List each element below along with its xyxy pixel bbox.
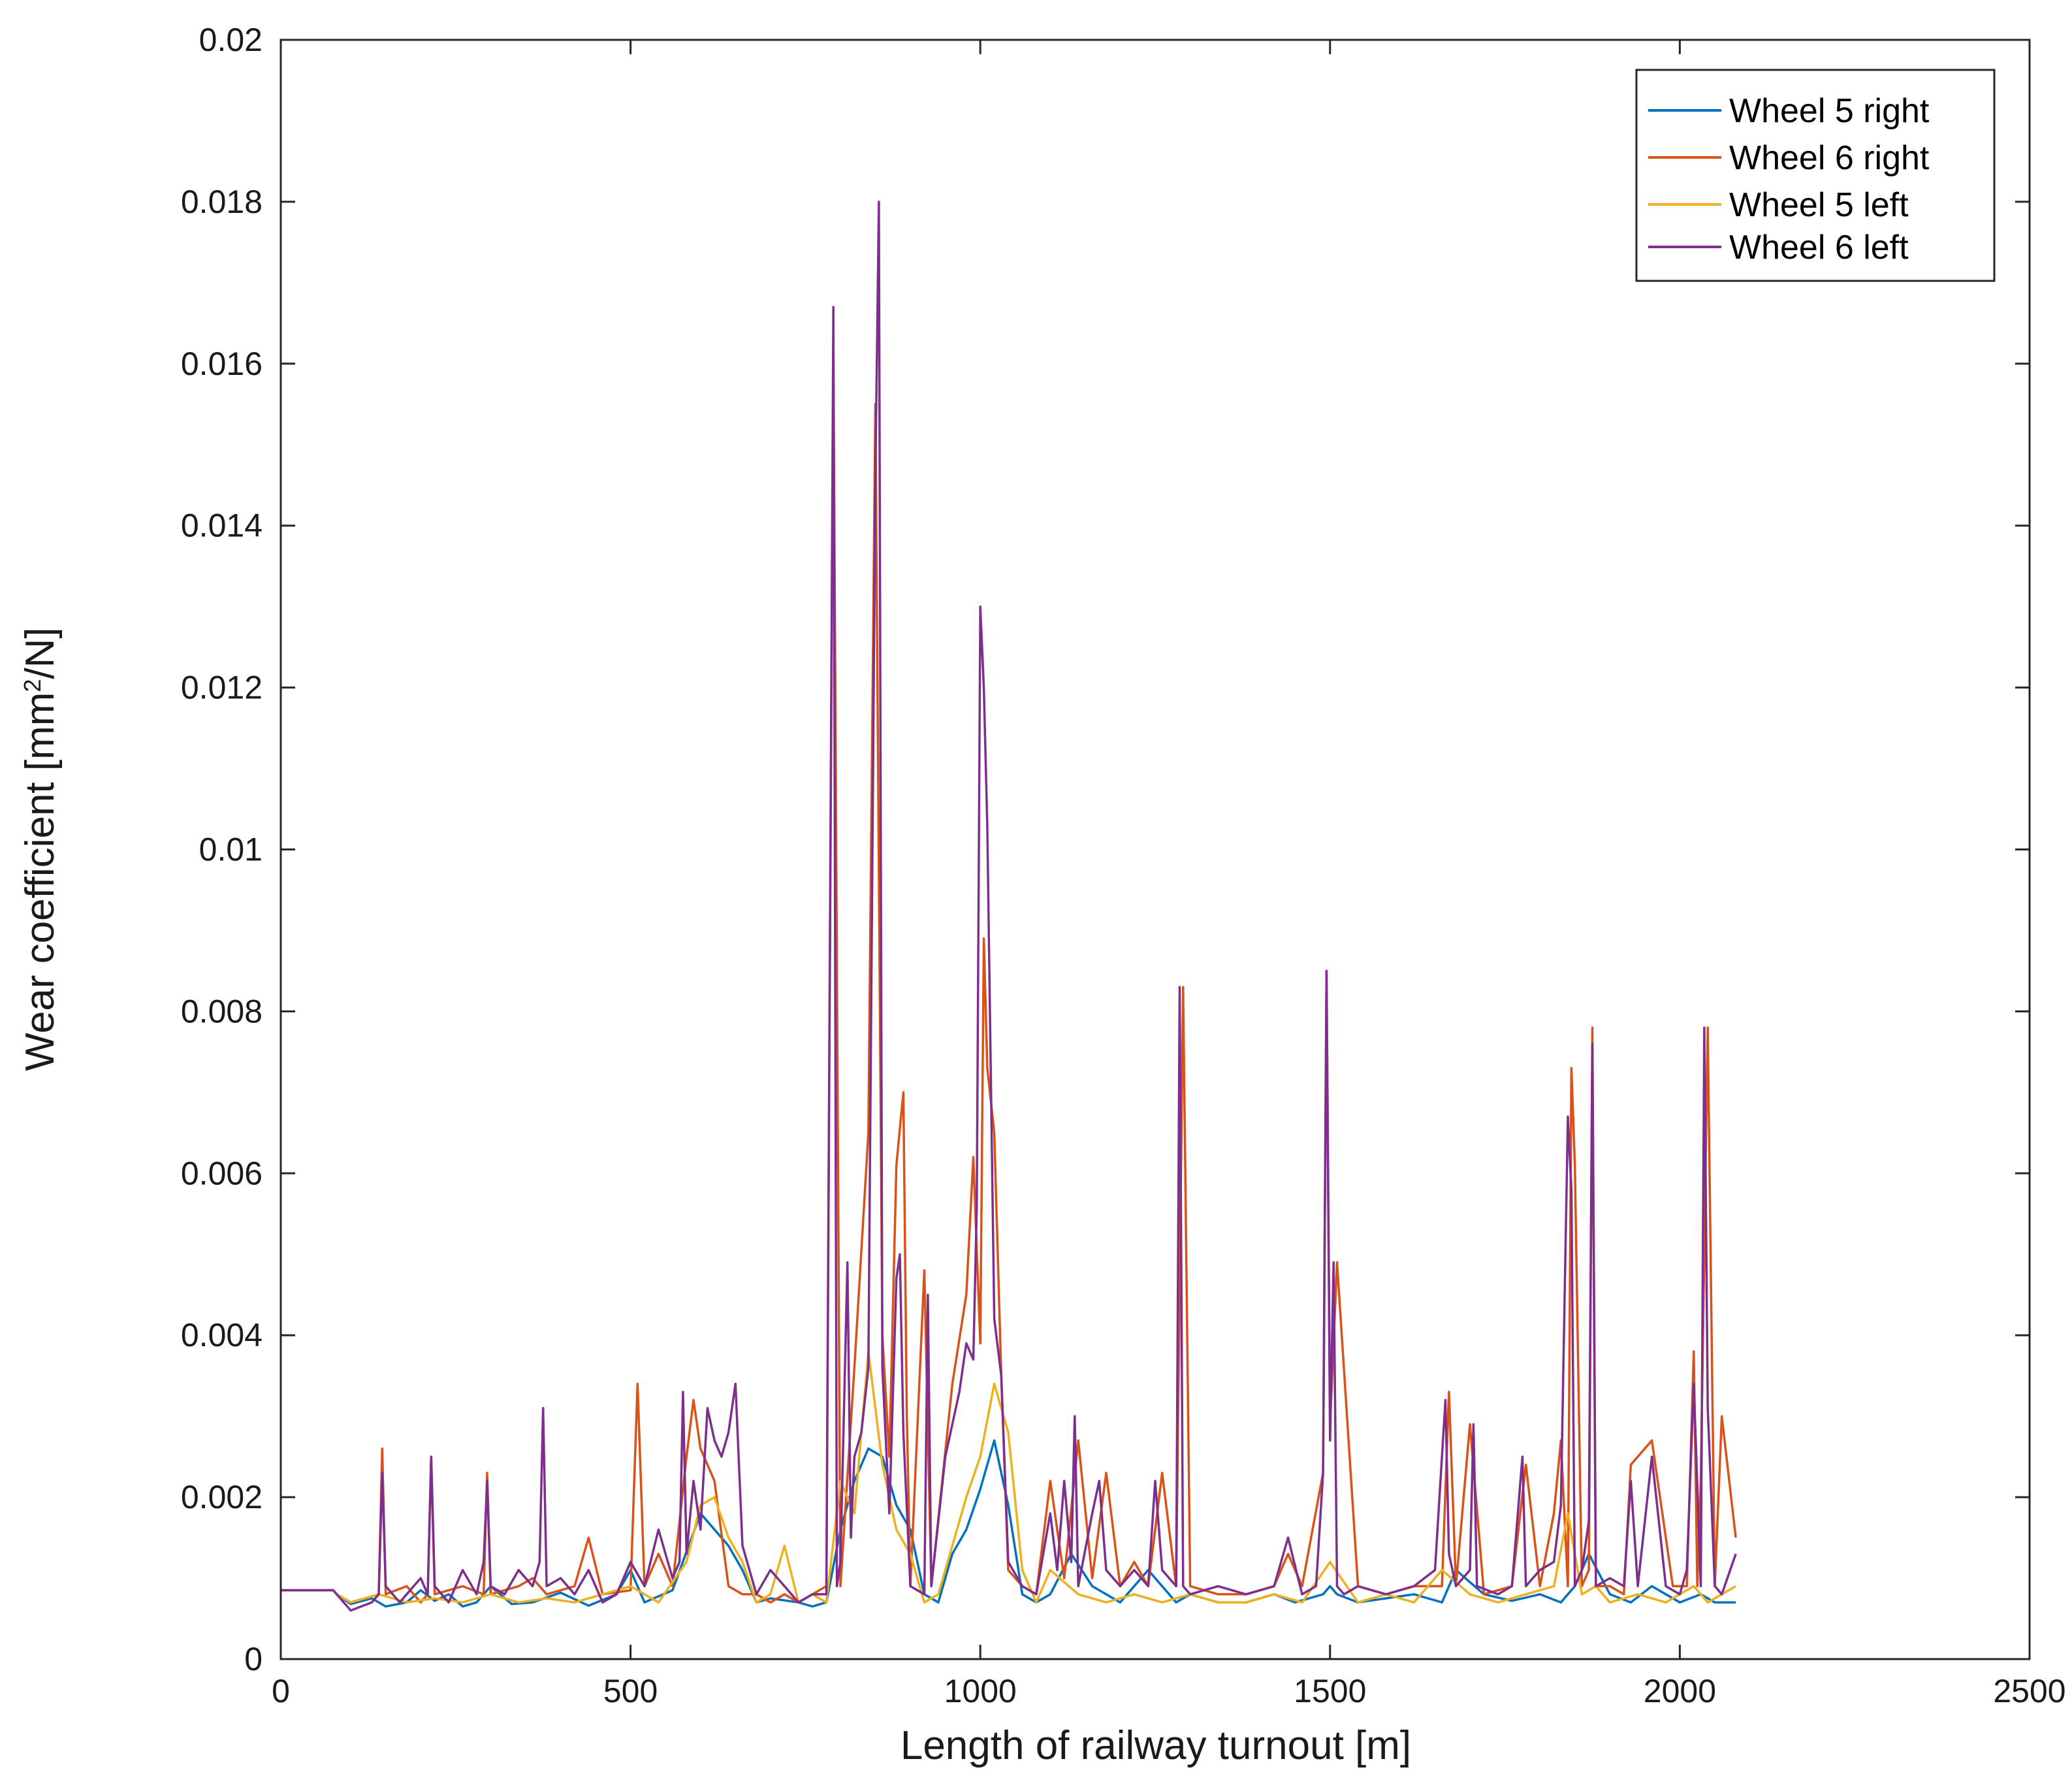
x-tick-label: 0 — [272, 1673, 290, 1709]
y-tick-label: 0.018 — [181, 184, 263, 220]
x-tick-label: 2000 — [1644, 1673, 1716, 1709]
series-line-wheel-5-left — [281, 1350, 1736, 1604]
plot-area — [281, 40, 2030, 1659]
x-tick-label: 2500 — [1993, 1673, 2065, 1709]
y-tick-label: 0.004 — [181, 1317, 263, 1353]
x-tick-label: 1500 — [1294, 1673, 1366, 1709]
series-line-wheel-6-right — [281, 346, 1737, 1604]
y-tick-label: 0 — [244, 1641, 263, 1677]
legend-label-wheel-6-right: Wheel 6 right — [1729, 139, 1930, 177]
y-axis-label-main: Wear coefficient [mm — [18, 692, 63, 1071]
legend-label-wheel-6-left: Wheel 6 left — [1729, 229, 1909, 266]
series-layer — [281, 201, 1737, 1612]
y-tick-label: 0.02 — [199, 22, 263, 58]
y-tick-label: 0.014 — [181, 508, 263, 544]
plot-frame — [279, 39, 2031, 1660]
legend: Wheel 5 right Wheel 6 right Wheel 5 left… — [1635, 69, 1996, 282]
x-tick-label: 1000 — [944, 1673, 1017, 1709]
y-tick-label: 0.002 — [181, 1479, 263, 1515]
y-tick-label: 0.012 — [181, 670, 263, 706]
y-axis-label-superscript: 2 — [19, 679, 46, 692]
legend-label-wheel-5-left: Wheel 5 left — [1729, 186, 1909, 224]
y-axis-label: Wear coefficient [mm2/N] — [18, 627, 63, 1071]
x-tick-label: 500 — [603, 1673, 658, 1709]
y-tick-label: 0.006 — [181, 1155, 263, 1191]
ticks-layer: 0 500 1000 1500 2000 2500 0 0.002 0.004 0.006 0.00… — [181, 22, 2066, 1709]
y-tick-label: 0.008 — [181, 993, 263, 1029]
y-tick-label: 0.016 — [181, 346, 263, 382]
series-line-wheel-6-left — [281, 201, 1737, 1612]
y-axis-label-end: /N] — [18, 627, 63, 679]
legend-label-wheel-5-right: Wheel 5 right — [1729, 92, 1930, 130]
y-tick-label: 0.01 — [199, 831, 263, 868]
x-axis-label: Length of railway turnout [m] — [901, 1723, 1411, 1768]
